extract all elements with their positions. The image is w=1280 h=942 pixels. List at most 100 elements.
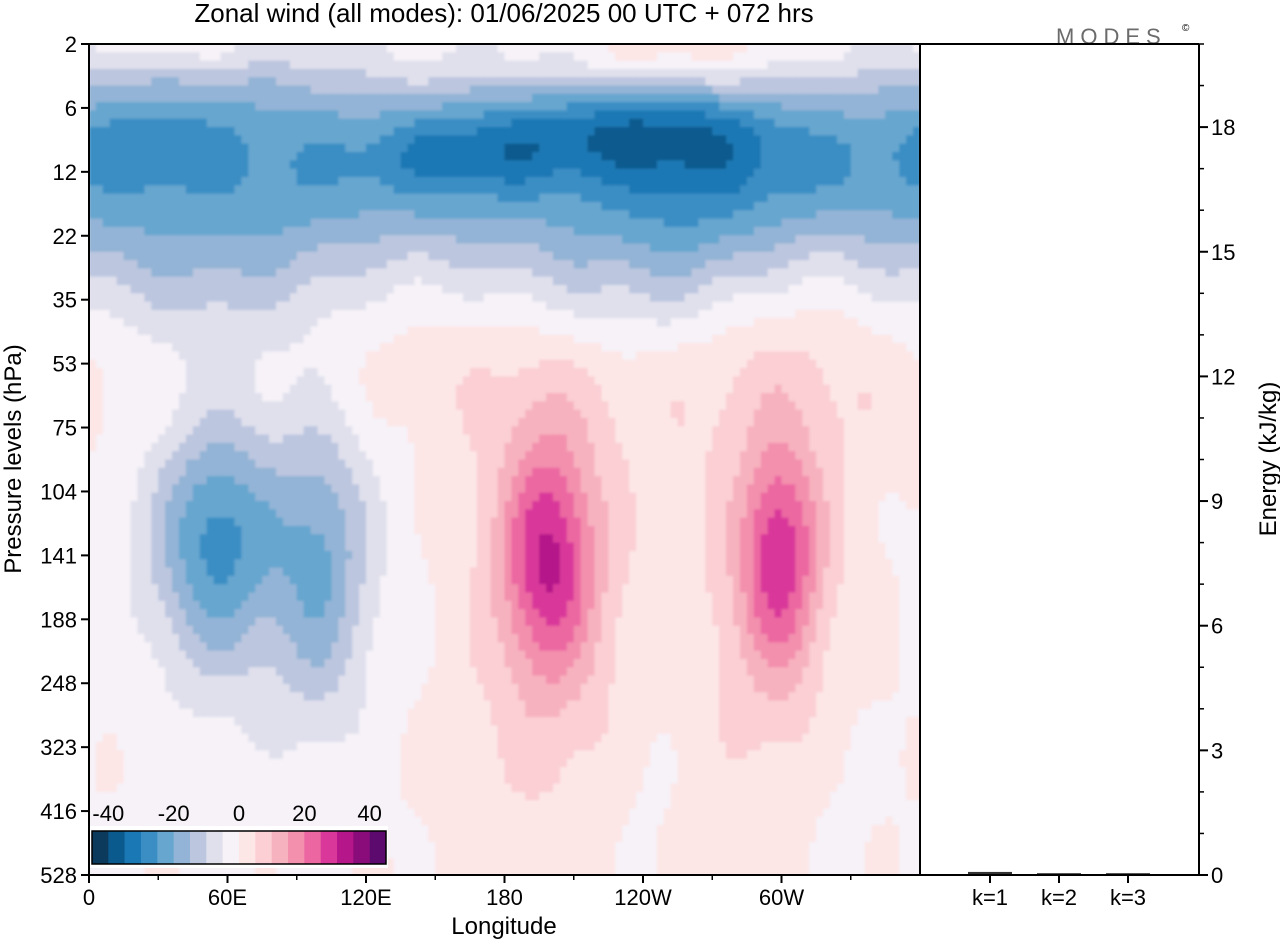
wind-cell (767, 376, 776, 386)
wind-cell (95, 143, 104, 153)
wind-cell (102, 168, 111, 178)
wind-cell (185, 110, 194, 120)
wind-cell (552, 326, 561, 336)
wind-cell (393, 334, 402, 344)
wind-cell (885, 185, 893, 195)
wind-cell (746, 251, 755, 261)
wind-cell (469, 309, 478, 319)
wind-cell (303, 85, 312, 95)
wind-cell (643, 376, 651, 386)
wind-cell (539, 218, 547, 228)
wind-cell (476, 210, 485, 220)
wind-cell (906, 218, 914, 228)
wind-cell (366, 68, 374, 78)
wind-cell (525, 318, 533, 328)
wind-cell (179, 143, 187, 153)
wind-cell (386, 226, 395, 236)
wind-cell (802, 376, 810, 386)
wind-cell (95, 60, 104, 70)
wind-cell (843, 226, 852, 236)
wind-cell (719, 268, 727, 278)
wind-cell (366, 309, 374, 319)
wind-cell (843, 260, 852, 269)
wind-cell (580, 301, 589, 311)
wind-cell (89, 376, 97, 386)
wind-cell (310, 77, 319, 87)
wind-cell (275, 60, 284, 70)
wind-cell (296, 168, 305, 178)
wind-cell (296, 343, 305, 353)
wind-cell (352, 251, 360, 261)
wind-cell (206, 168, 215, 178)
wind-cell (345, 193, 353, 203)
wind-cell (151, 218, 159, 228)
wind-cell (462, 293, 471, 303)
wind-cell (144, 52, 152, 62)
wind-cell (746, 301, 755, 311)
wind-cell (539, 376, 547, 386)
wind-cell (656, 110, 665, 120)
wind-cell (580, 368, 589, 377)
wind-cell (587, 52, 596, 62)
wind-cell (379, 309, 388, 319)
wind-cell (296, 334, 305, 344)
wind-cell (677, 110, 686, 120)
wind-cell (608, 268, 616, 278)
wind-cell (95, 301, 104, 311)
wind-cell (816, 251, 824, 261)
wind-cell (705, 284, 713, 294)
wind-cell (379, 160, 388, 170)
wind-cell (809, 176, 817, 186)
wind-cell (102, 226, 111, 236)
wind-cell (615, 251, 623, 261)
wind-cell (622, 376, 630, 386)
wind-cell (587, 334, 596, 344)
wind-cell (400, 376, 409, 386)
wind-cell (428, 176, 436, 186)
wind-cell (275, 85, 284, 95)
wind-cell (234, 168, 242, 178)
wind-cell (892, 326, 900, 336)
wind-cell (594, 343, 603, 353)
wind-cell (366, 44, 374, 53)
wind-cell (795, 93, 803, 103)
wind-cell (442, 102, 450, 112)
wind-cell (871, 260, 880, 269)
wind-cell (130, 193, 139, 203)
wind-cell (345, 152, 353, 161)
wind-cell (158, 85, 166, 95)
wind-cell (476, 351, 485, 361)
wind-cell (670, 60, 679, 70)
wind-cell (400, 176, 409, 186)
wind-cell (89, 168, 97, 178)
wind-cell (241, 135, 249, 145)
wind-cell (767, 368, 776, 377)
wind-cell (317, 334, 326, 344)
wind-cell (573, 368, 582, 377)
wind-cell (913, 160, 920, 170)
wind-cell (449, 276, 457, 286)
wind-cell (511, 210, 519, 220)
wind-cell (913, 52, 920, 62)
wind-cell (248, 93, 256, 103)
wind-cell (428, 193, 436, 203)
wind-cell (594, 243, 603, 253)
wind-cell (89, 343, 97, 353)
wind-cell (137, 235, 145, 245)
wind-cell (871, 185, 880, 195)
wind-cell (449, 210, 457, 220)
wind-cell (102, 284, 111, 294)
wind-cell (677, 44, 686, 53)
wind-cell (691, 93, 699, 103)
wind-cell (165, 235, 173, 245)
wind-cell (836, 334, 845, 344)
wind-cell (698, 309, 706, 319)
wind-cell (282, 318, 291, 328)
wind-cell (185, 60, 194, 70)
wind-cell (407, 143, 416, 153)
wind-cell (518, 309, 526, 319)
wind-cell (248, 351, 256, 361)
wind-cell (317, 251, 326, 261)
wind-cell (255, 210, 263, 220)
wind-cell (566, 226, 575, 236)
